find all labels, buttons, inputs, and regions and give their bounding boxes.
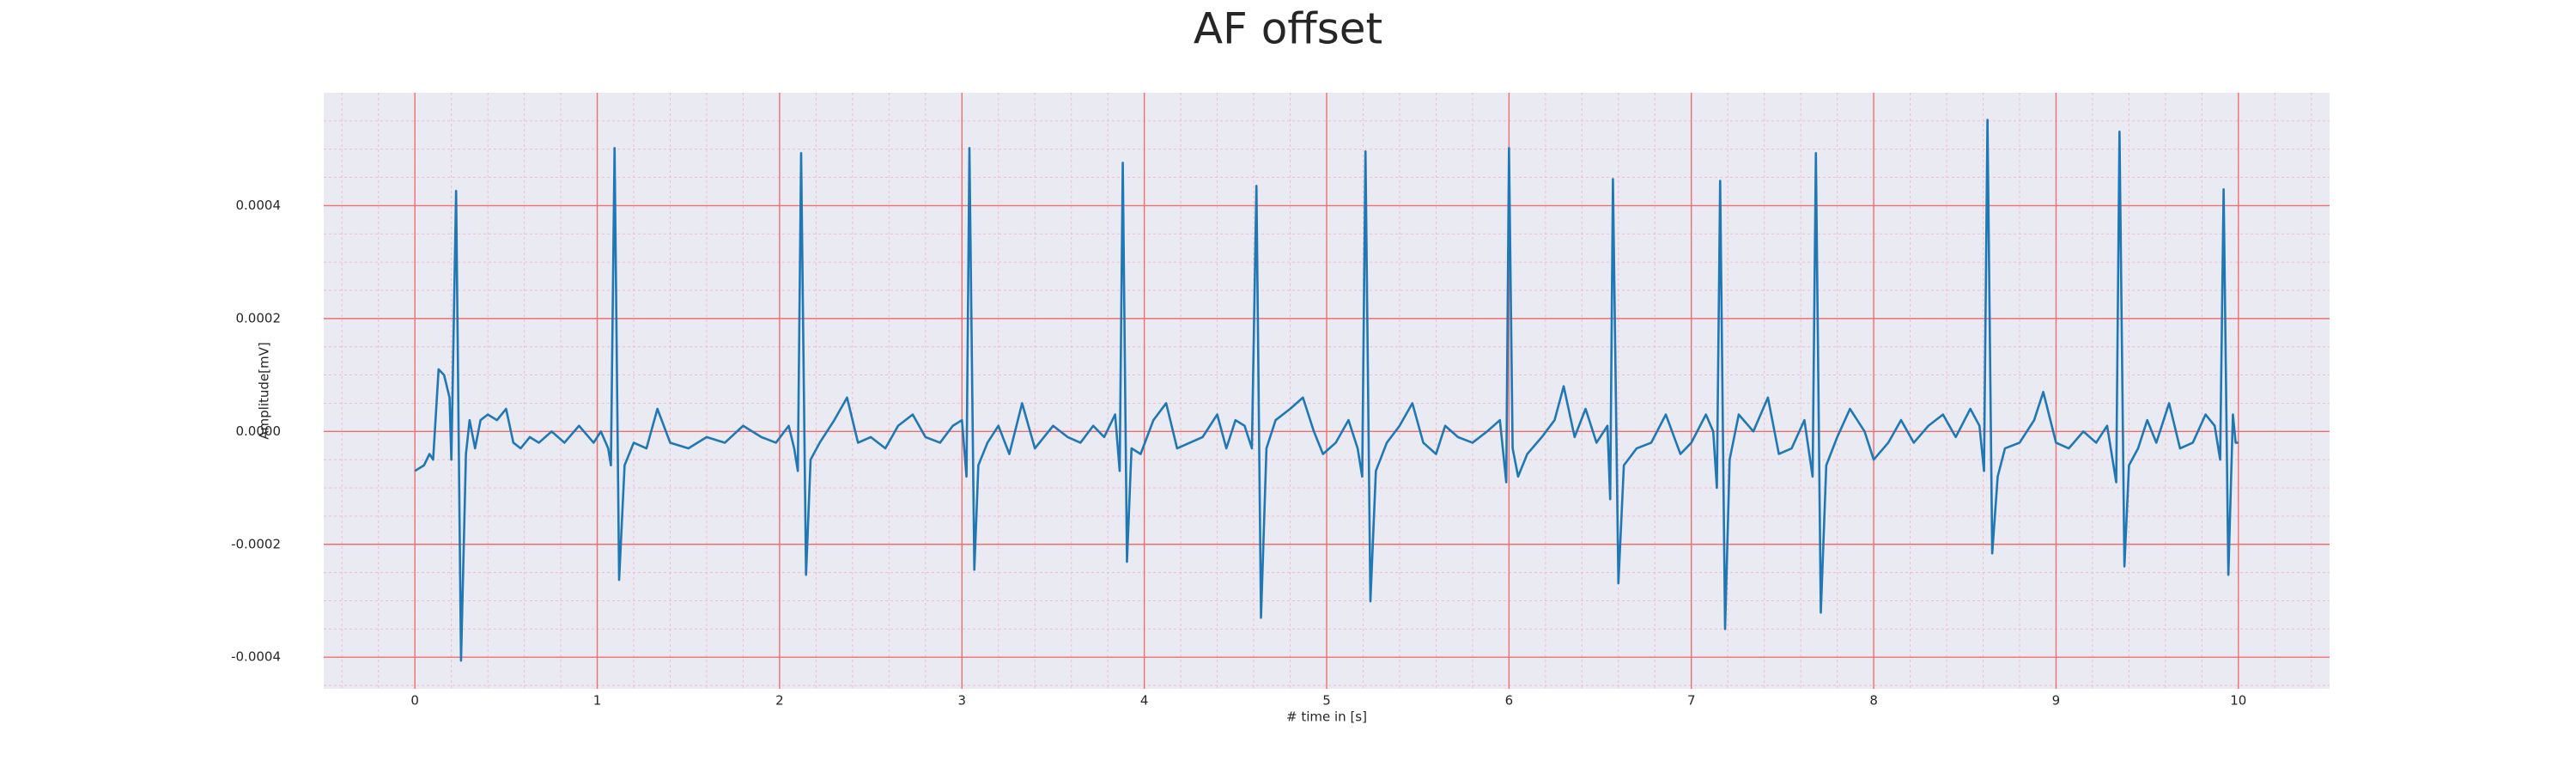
signal-line: [414, 119, 2239, 662]
x-tick-label: 6: [1505, 693, 1514, 709]
x-tick-label: 10: [2230, 693, 2246, 709]
y-tick-label: -0.0002: [231, 536, 281, 551]
x-tick-label: 8: [1869, 693, 1878, 709]
x-tick-label: 9: [2052, 693, 2061, 709]
x-tick-label: 1: [593, 693, 602, 709]
chart-title: AF offset: [1194, 4, 1382, 54]
y-tick-label: 0.0002: [236, 310, 282, 326]
x-axis-label: # time in [s]: [1286, 709, 1367, 725]
x-tick-label: 4: [1140, 693, 1149, 709]
y-axis-label: Amplitude[mV]: [257, 342, 272, 439]
x-tick-label: 3: [957, 693, 966, 709]
x-tick-label: 2: [775, 693, 784, 709]
y-tick-label: -0.0004: [231, 649, 281, 665]
y-tick-label: 0.0004: [236, 198, 282, 213]
y-tick-label: 0.0000: [236, 423, 282, 439]
x-tick-label: 7: [1687, 693, 1696, 709]
x-tick-label: 0: [410, 693, 419, 709]
x-tick-label: 5: [1322, 693, 1331, 709]
